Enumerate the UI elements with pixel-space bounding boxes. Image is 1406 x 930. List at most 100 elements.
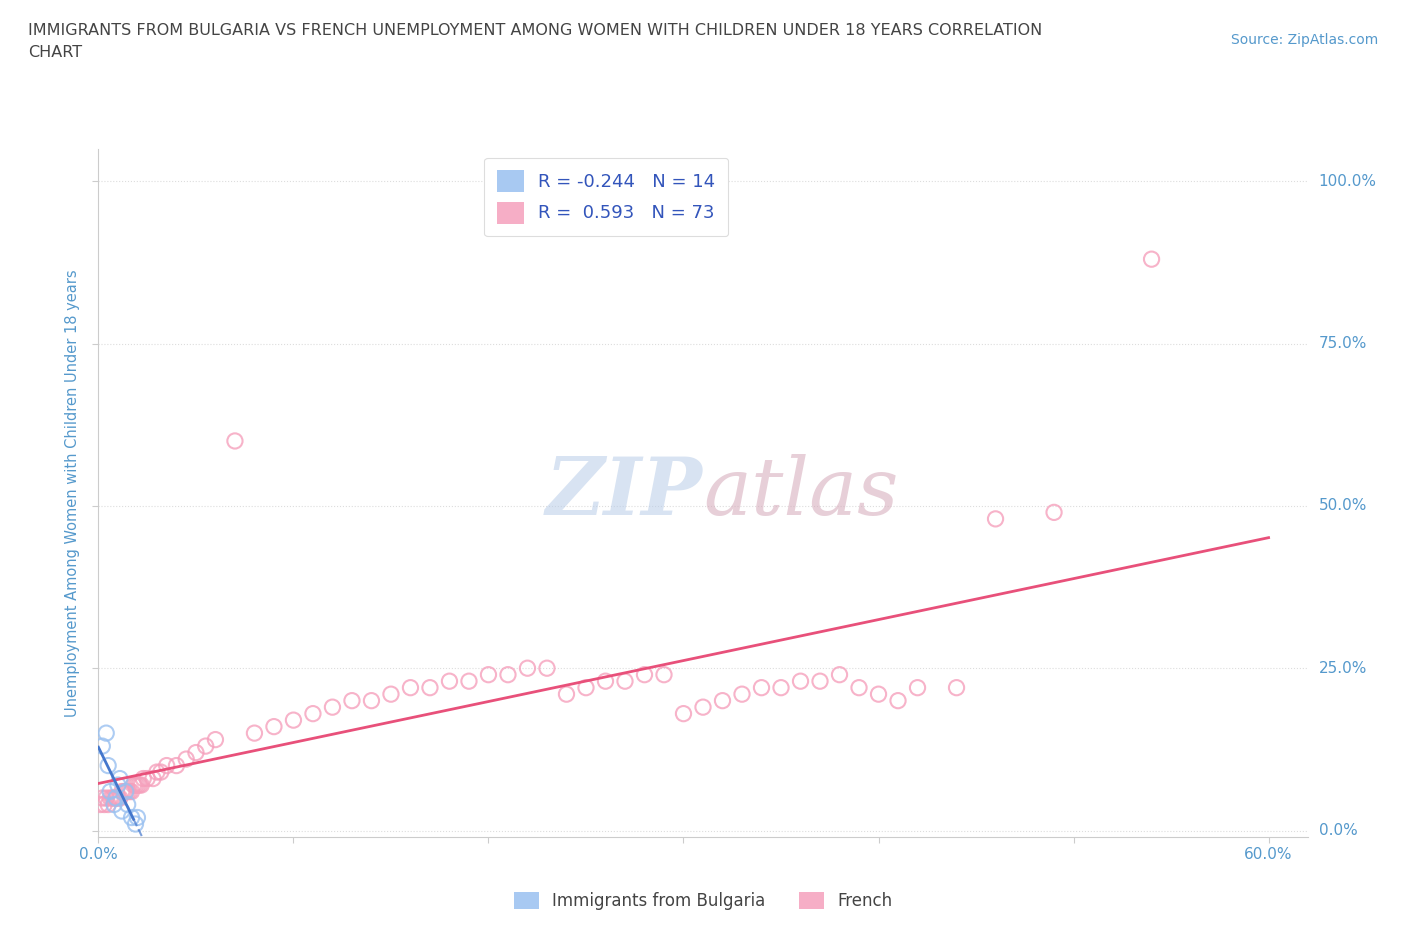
- Point: [91, 790, 114, 805]
- Point: [101, 790, 124, 805]
- Point: [165, 758, 187, 773]
- Point: [194, 738, 217, 753]
- Point: [848, 680, 870, 695]
- Point: [243, 725, 266, 740]
- Point: [111, 804, 134, 818]
- Point: [149, 764, 172, 779]
- Point: [945, 680, 967, 695]
- Point: [112, 784, 135, 799]
- Point: [907, 680, 929, 695]
- Point: [711, 693, 734, 708]
- Point: [98, 784, 121, 799]
- Point: [360, 693, 382, 708]
- Point: [868, 686, 890, 701]
- Point: [419, 680, 441, 695]
- Text: Source: ZipAtlas.com: Source: ZipAtlas.com: [1230, 33, 1378, 46]
- Point: [731, 686, 754, 701]
- Point: [122, 777, 145, 792]
- Point: [184, 745, 207, 760]
- Point: [124, 777, 146, 792]
- Point: [108, 771, 131, 786]
- Legend: R = -0.244   N = 14, R =  0.593   N = 73: R = -0.244 N = 14, R = 0.593 N = 73: [484, 158, 728, 236]
- Point: [652, 667, 675, 682]
- Point: [263, 719, 285, 734]
- Point: [89, 797, 111, 812]
- Point: [132, 771, 155, 786]
- Point: [104, 790, 127, 805]
- Point: [118, 784, 141, 799]
- Point: [97, 797, 120, 812]
- Point: [117, 784, 139, 799]
- Point: [204, 732, 226, 747]
- Legend: Immigrants from Bulgaria, French: Immigrants from Bulgaria, French: [508, 885, 898, 917]
- Point: [107, 790, 129, 805]
- Point: [121, 784, 143, 799]
- Point: [496, 667, 519, 682]
- Point: [127, 777, 149, 792]
- Point: [146, 764, 169, 779]
- Point: [769, 680, 792, 695]
- Point: [114, 784, 136, 799]
- Y-axis label: Unemployment Among Women with Children Under 18 years: Unemployment Among Women with Children U…: [65, 269, 80, 717]
- Point: [828, 667, 851, 682]
- Point: [399, 680, 422, 695]
- Text: ZIP: ZIP: [546, 454, 703, 532]
- Point: [156, 758, 179, 773]
- Point: [692, 699, 714, 714]
- Point: [121, 810, 143, 825]
- Text: 75.0%: 75.0%: [1319, 336, 1367, 351]
- Point: [142, 771, 165, 786]
- Point: [516, 660, 538, 675]
- Point: [595, 673, 617, 688]
- Point: [96, 790, 118, 805]
- Point: [108, 790, 131, 805]
- Point: [672, 706, 695, 721]
- Point: [93, 797, 115, 812]
- Point: [458, 673, 481, 688]
- Point: [96, 725, 118, 740]
- Point: [380, 686, 402, 701]
- Text: atlas: atlas: [703, 454, 898, 532]
- Point: [97, 758, 120, 773]
- Text: 25.0%: 25.0%: [1319, 660, 1367, 676]
- Point: [103, 797, 125, 812]
- Point: [131, 777, 153, 792]
- Point: [117, 797, 139, 812]
- Point: [103, 790, 125, 805]
- Point: [124, 817, 146, 831]
- Point: [1140, 252, 1163, 267]
- Point: [751, 680, 773, 695]
- Point: [1043, 505, 1066, 520]
- Point: [107, 777, 129, 792]
- Point: [575, 680, 598, 695]
- Text: 100.0%: 100.0%: [1319, 174, 1376, 189]
- Point: [91, 738, 114, 753]
- Point: [98, 790, 121, 805]
- Point: [127, 810, 149, 825]
- Point: [789, 673, 811, 688]
- Point: [104, 790, 127, 805]
- Point: [302, 706, 325, 721]
- Point: [614, 673, 637, 688]
- Point: [555, 686, 578, 701]
- Point: [984, 512, 1007, 526]
- Text: CHART: CHART: [28, 45, 82, 60]
- Point: [887, 693, 910, 708]
- Point: [114, 784, 136, 799]
- Point: [477, 667, 499, 682]
- Point: [340, 693, 363, 708]
- Point: [111, 784, 134, 799]
- Point: [439, 673, 461, 688]
- Point: [136, 771, 159, 786]
- Point: [283, 712, 305, 727]
- Point: [128, 777, 150, 792]
- Point: [808, 673, 831, 688]
- Point: [633, 667, 655, 682]
- Point: [224, 433, 246, 448]
- Text: 0.0%: 0.0%: [1319, 823, 1357, 838]
- Point: [174, 751, 197, 766]
- Point: [321, 699, 343, 714]
- Point: [536, 660, 558, 675]
- Text: 50.0%: 50.0%: [1319, 498, 1367, 513]
- Text: IMMIGRANTS FROM BULGARIA VS FRENCH UNEMPLOYMENT AMONG WOMEN WITH CHILDREN UNDER : IMMIGRANTS FROM BULGARIA VS FRENCH UNEMP…: [28, 23, 1042, 38]
